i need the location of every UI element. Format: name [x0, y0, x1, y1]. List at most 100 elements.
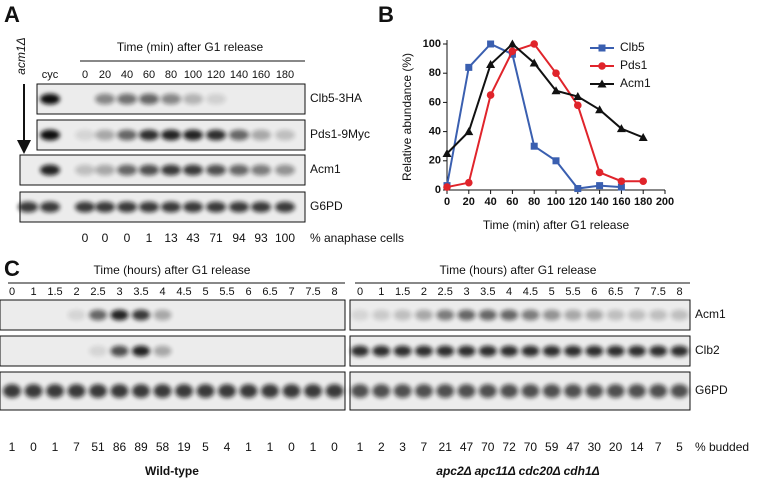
budded-value: 5	[676, 440, 683, 454]
marker	[507, 39, 517, 48]
lane-label: 40	[121, 69, 133, 81]
time-header: Time (hours) after G1 release	[94, 263, 251, 277]
lane-label: 6.5	[262, 286, 277, 298]
band	[351, 384, 369, 398]
band	[282, 384, 301, 398]
band	[457, 345, 476, 357]
lane-label: 5	[549, 286, 555, 298]
marker	[639, 177, 647, 186]
band	[3, 384, 21, 398]
blot-label: G6PD	[695, 383, 728, 397]
band	[542, 345, 561, 357]
marker	[616, 124, 626, 133]
band	[457, 309, 476, 321]
band	[95, 129, 115, 141]
marker	[486, 91, 495, 99]
budded-value: 1	[310, 440, 317, 454]
band	[206, 164, 226, 176]
band	[139, 129, 159, 141]
legend-label: Acm1	[620, 76, 651, 90]
budded-value: 21	[439, 440, 453, 454]
budded-value: 0	[331, 440, 338, 454]
budded-value: 7	[73, 440, 80, 454]
marker	[530, 40, 538, 48]
x-tick-label: 160	[612, 196, 630, 208]
band	[229, 129, 249, 141]
budded-value: 72	[502, 440, 516, 454]
band	[351, 309, 369, 321]
budded-value: 86	[113, 440, 127, 454]
lane-label: 180	[276, 69, 294, 81]
anaphase-label: % anaphase cells	[310, 231, 404, 245]
marker	[597, 79, 607, 88]
band	[206, 129, 226, 141]
blot	[0, 335, 346, 367]
band	[183, 93, 203, 105]
band	[606, 345, 625, 357]
band	[372, 309, 391, 321]
band	[542, 309, 561, 321]
marker	[596, 182, 604, 190]
band	[183, 164, 203, 176]
marker	[551, 86, 561, 95]
band	[196, 384, 215, 398]
marker	[638, 132, 648, 141]
band	[46, 384, 64, 398]
band	[393, 345, 412, 357]
anaphase-value: 13	[164, 231, 178, 245]
lane-label: 2	[73, 286, 79, 298]
band	[18, 201, 38, 213]
lane-label: 6	[591, 286, 597, 298]
band	[132, 309, 150, 321]
band	[325, 384, 344, 398]
band	[183, 201, 203, 213]
lane-label: 3	[116, 286, 122, 298]
lane-label: 0	[357, 286, 363, 298]
blot-label: Acm1	[695, 307, 726, 321]
band	[153, 309, 172, 321]
band	[251, 129, 271, 141]
band	[275, 201, 295, 213]
band	[218, 384, 236, 398]
y-tick-label: 80	[429, 67, 441, 79]
lane-label: 7	[288, 286, 294, 298]
band	[161, 201, 181, 213]
band	[117, 164, 137, 176]
band	[542, 384, 561, 398]
band	[139, 201, 159, 213]
budded-value: 58	[156, 440, 170, 454]
lane-label: 0	[82, 69, 88, 81]
band	[40, 93, 60, 105]
budded-value: 0	[30, 440, 37, 454]
band	[606, 309, 625, 321]
panel-label: B	[378, 2, 394, 27]
strain-label: acm1Δ	[14, 37, 28, 74]
lane-label: 120	[207, 69, 225, 81]
y-tick-label: 60	[429, 96, 441, 108]
time-header: Time (hours) after G1 release	[440, 263, 597, 277]
band	[206, 93, 226, 105]
band	[414, 384, 433, 398]
lane-label: 7.5	[305, 286, 320, 298]
band	[40, 201, 60, 213]
band	[117, 129, 137, 141]
lane-label: cyc	[42, 69, 59, 81]
band	[261, 384, 279, 398]
band	[229, 201, 249, 213]
marker	[464, 127, 474, 136]
band	[40, 164, 60, 176]
budded-value: 0	[288, 440, 295, 454]
band	[436, 384, 455, 398]
lane-label: 160	[252, 69, 270, 81]
anaphase-value: 43	[186, 231, 200, 245]
band	[161, 129, 181, 141]
band	[436, 345, 455, 357]
band	[606, 384, 625, 398]
lane-label: 7	[634, 286, 640, 298]
band	[564, 345, 582, 357]
band	[436, 309, 455, 321]
lane-label: 3	[463, 286, 469, 298]
band	[564, 384, 582, 398]
band	[627, 345, 646, 357]
blot-label: Clb2	[695, 343, 720, 357]
